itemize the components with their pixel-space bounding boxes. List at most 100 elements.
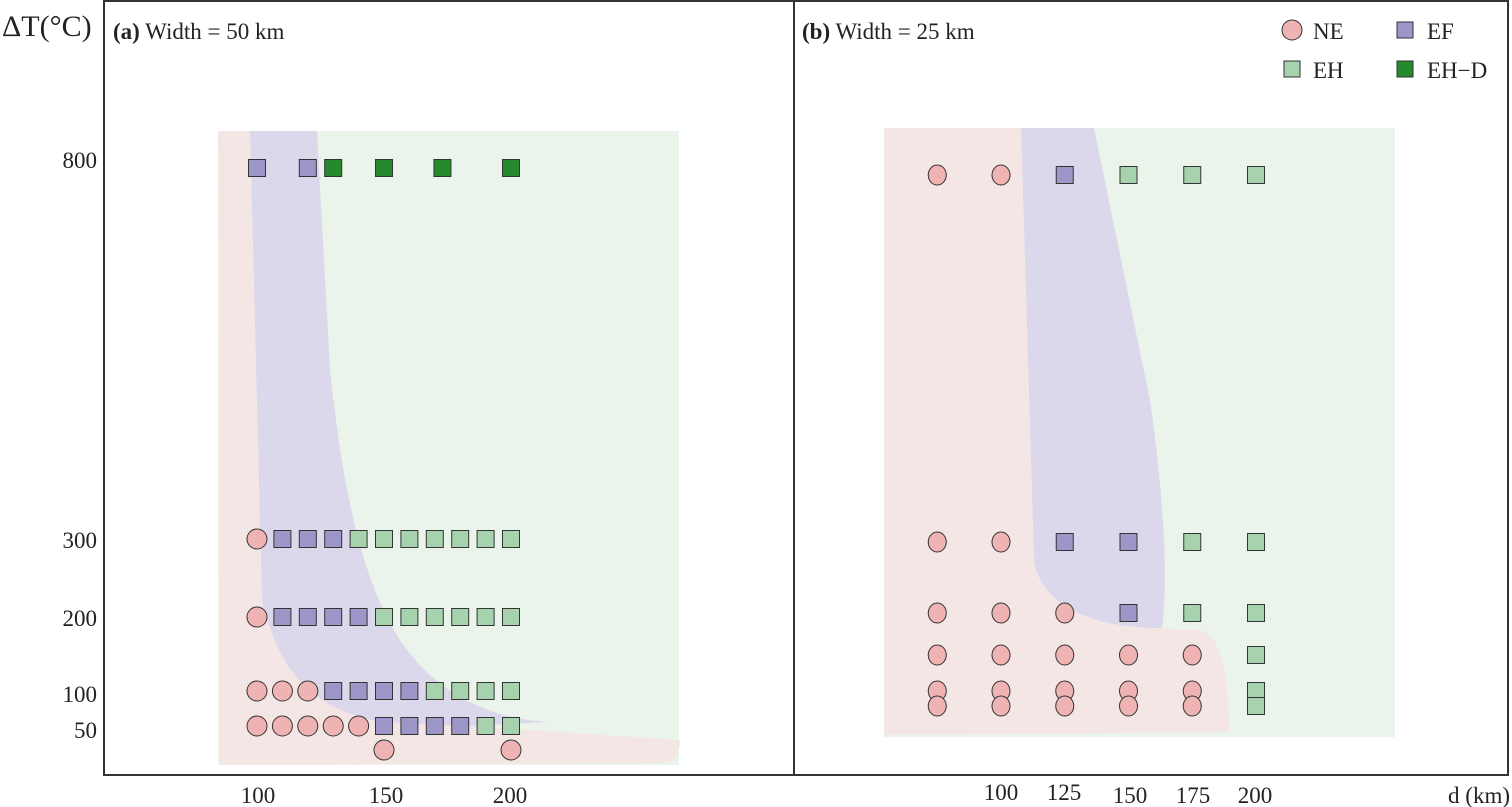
marker-eh (1247, 697, 1265, 715)
marker-eh (476, 608, 495, 626)
x-tick-label: 200 (1238, 783, 1273, 807)
marker-eh (400, 530, 419, 548)
marker-eh (1247, 604, 1265, 622)
marker-ef (298, 159, 317, 177)
y-tick-labels: 800 300 200 100 50 (63, 148, 98, 743)
marker-ef (400, 717, 419, 735)
region-ne-b (884, 128, 1230, 735)
marker-ne (991, 644, 1011, 666)
x-tick-label: 150 (1113, 783, 1148, 807)
marker-ne (1119, 644, 1138, 666)
marker-ef (1055, 533, 1074, 551)
marker-ne (246, 606, 268, 628)
marker-ne (500, 739, 522, 761)
y-tick-label: 800 (63, 148, 98, 173)
marker-eh (502, 682, 520, 700)
marker-ef (1119, 533, 1138, 551)
y-axis-label: ΔT(°C) (2, 10, 92, 43)
marker-eh (476, 717, 495, 735)
marker-ef (349, 608, 368, 626)
x-axis-label: d (km) (1448, 783, 1510, 807)
marker-ne (348, 715, 370, 737)
marker-eh (375, 608, 393, 626)
marker-ne (1055, 695, 1075, 717)
legend-ne-marker (1281, 19, 1303, 41)
region-ef-b (1021, 128, 1165, 628)
marker-ne (297, 715, 319, 737)
marker-ne (373, 739, 395, 761)
legend-ef-label: EF (1427, 19, 1454, 44)
marker-ne (1055, 602, 1075, 624)
marker-ef (298, 530, 317, 548)
x-tick-labels-b: 100 125 150 175 200 (984, 780, 1273, 807)
marker-ne (927, 602, 947, 624)
x-tick-label: 100 (984, 780, 1019, 805)
legend: NE EF EH EH−D (1281, 19, 1487, 83)
marker-eh (1183, 533, 1202, 551)
y-tick-label: 300 (63, 528, 98, 553)
marker-eh (451, 608, 470, 626)
x-tick-label: 150 (369, 783, 404, 807)
panel-a-regions (218, 131, 680, 765)
marker-eh (451, 682, 470, 700)
marker-ne (246, 680, 268, 702)
legend-eh-marker (1283, 60, 1301, 78)
y-tick-label: 100 (63, 682, 98, 707)
marker-ne (991, 164, 1011, 186)
marker-ef (1055, 166, 1074, 184)
marker-ne (1119, 695, 1138, 717)
marker-eh-d (324, 159, 343, 177)
marker-eh (1247, 533, 1265, 551)
marker-eh (425, 530, 444, 548)
marker-eh (451, 530, 470, 548)
marker-ne (322, 715, 344, 737)
marker-ef (375, 682, 393, 700)
marker-eh (1183, 166, 1202, 184)
marker-ef (273, 608, 292, 626)
marker-ne (991, 531, 1011, 553)
y-tick-label: 50 (74, 718, 97, 743)
marker-ne (297, 680, 319, 702)
marker-ne (927, 644, 947, 666)
marker-eh (425, 682, 444, 700)
marker-ef (324, 608, 343, 626)
legend-ef-marker (1396, 21, 1414, 39)
marker-ne (991, 602, 1011, 624)
panel-a-title: (a) Width = 50 km (113, 19, 284, 44)
y-tick-label: 200 (63, 606, 98, 631)
panel-a-markers (246, 159, 522, 761)
marker-ne (927, 695, 947, 717)
marker-eh (375, 530, 393, 548)
x-tick-label: 175 (1176, 783, 1211, 807)
marker-eh (400, 608, 419, 626)
x-tick-label: 100 (241, 783, 276, 807)
panel-b-title: (b) Width = 25 km (802, 19, 975, 44)
marker-ne (927, 164, 947, 186)
panel-b-regions (884, 128, 1395, 737)
marker-eh (476, 530, 495, 548)
marker-ef (298, 608, 317, 626)
marker-eh (1247, 166, 1265, 184)
marker-ef (324, 530, 343, 548)
marker-eh (425, 608, 444, 626)
marker-ne (1055, 644, 1075, 666)
marker-ne (991, 695, 1011, 717)
marker-eh (1119, 166, 1138, 184)
x-tick-label: 125 (1047, 780, 1082, 805)
marker-ne (1182, 695, 1202, 717)
marker-ef (400, 682, 419, 700)
marker-eh (1183, 604, 1202, 622)
marker-ef (349, 682, 368, 700)
marker-ef (451, 717, 470, 735)
marker-eh (502, 530, 520, 548)
plot-frame (103, 0, 1509, 776)
marker-ne (1182, 644, 1202, 666)
legend-ne-label: NE (1313, 19, 1344, 44)
marker-ef (1119, 604, 1138, 622)
marker-ef (248, 159, 266, 177)
marker-ef (273, 530, 292, 548)
marker-eh (349, 530, 368, 548)
marker-ne (927, 531, 947, 553)
marker-ef (425, 717, 444, 735)
